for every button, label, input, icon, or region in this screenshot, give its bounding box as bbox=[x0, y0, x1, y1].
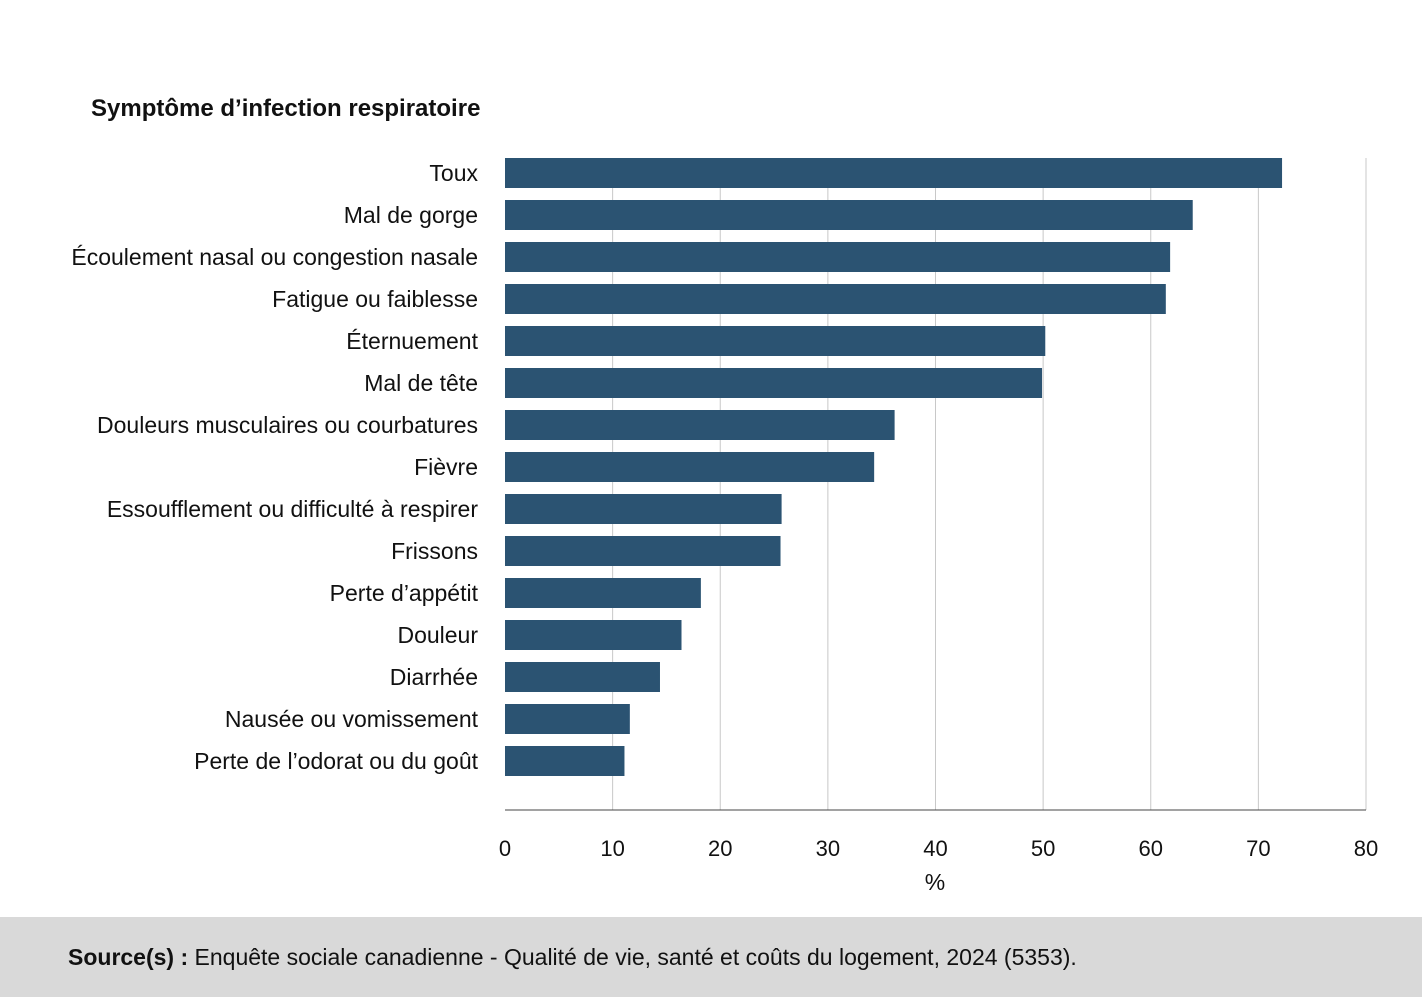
category-label: Écoulement nasal ou congestion nasale bbox=[71, 244, 478, 270]
x-tick-label: 50 bbox=[1031, 836, 1055, 861]
category-label: Douleur bbox=[397, 622, 478, 648]
category-label: Douleurs musculaires ou courbatures bbox=[97, 412, 478, 438]
x-tick-labels: 0 10 20 30 40 50 60 70 80 bbox=[499, 836, 1378, 861]
bar bbox=[505, 578, 701, 608]
category-labels: Toux Mal de gorge Écoulement nasal ou cong… bbox=[71, 160, 478, 774]
category-label: Éternuement bbox=[346, 328, 478, 354]
x-tick-label: 60 bbox=[1139, 836, 1163, 861]
bar bbox=[505, 452, 875, 482]
category-label: Diarrhée bbox=[390, 664, 478, 690]
bar bbox=[505, 242, 1171, 272]
category-label: Essoufflement ou difficulté à respirer bbox=[107, 496, 479, 522]
x-tick-label: 20 bbox=[708, 836, 732, 861]
category-label: Frissons bbox=[391, 538, 478, 564]
bar bbox=[505, 620, 682, 650]
category-label: Mal de tête bbox=[364, 370, 478, 396]
category-label: Fièvre bbox=[414, 454, 478, 480]
footer: Source(s) : Enquête sociale canadienne -… bbox=[0, 917, 1422, 997]
x-tick-label: 0 bbox=[499, 836, 511, 861]
x-tick-label: 40 bbox=[923, 836, 947, 861]
source-note: Source(s) : Enquête sociale canadienne -… bbox=[68, 944, 1077, 971]
bar bbox=[505, 284, 1166, 314]
bar bbox=[505, 410, 895, 440]
x-tick-label: 10 bbox=[600, 836, 624, 861]
x-tick-label: 80 bbox=[1354, 836, 1378, 861]
x-tick-label: 30 bbox=[816, 836, 840, 861]
bar bbox=[505, 368, 1043, 398]
bar-chart: Symptôme d’infection respiratoire Toux Ma… bbox=[71, 95, 1378, 895]
category-label: Mal de gorge bbox=[344, 202, 478, 228]
category-label: Nausée ou vomissement bbox=[225, 706, 479, 732]
bar bbox=[505, 662, 660, 692]
bar bbox=[505, 536, 781, 566]
source-label: Source(s) : bbox=[68, 944, 189, 970]
x-tick-label: 70 bbox=[1246, 836, 1270, 861]
category-label: Toux bbox=[429, 160, 478, 186]
bar bbox=[505, 704, 630, 734]
category-label: Perte de l’odorat ou du goût bbox=[194, 748, 478, 774]
x-axis-label: % bbox=[925, 869, 945, 895]
bars bbox=[505, 158, 1283, 776]
category-label: Fatigue ou faiblesse bbox=[272, 286, 478, 312]
source-text: Enquête sociale canadienne - Qualité de … bbox=[188, 944, 1077, 970]
bar bbox=[505, 326, 1046, 356]
bar bbox=[505, 158, 1283, 188]
bar bbox=[505, 746, 625, 776]
bar bbox=[505, 494, 782, 524]
bar bbox=[505, 200, 1193, 230]
category-label: Perte d’appétit bbox=[330, 580, 479, 606]
chart-title: Symptôme d’infection respiratoire bbox=[91, 95, 480, 122]
